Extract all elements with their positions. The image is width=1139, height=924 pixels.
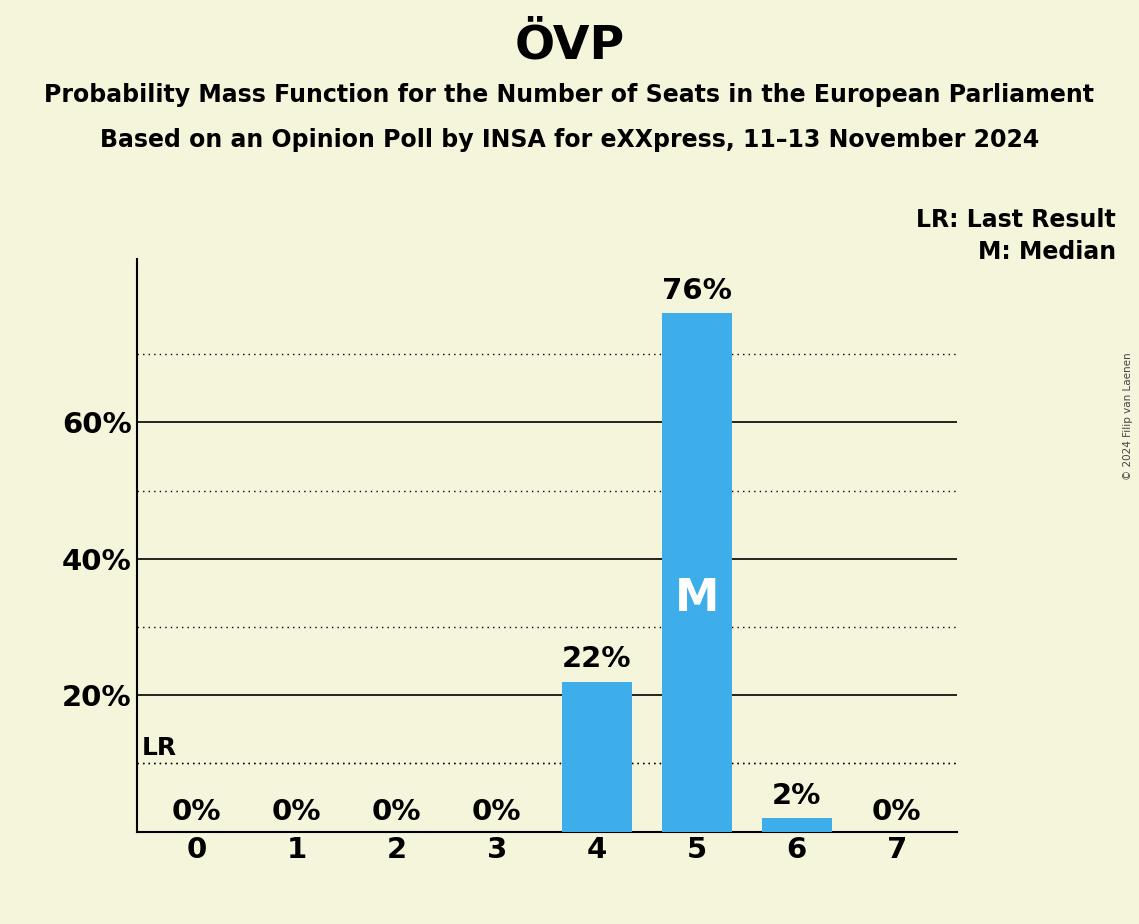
Text: 0%: 0% <box>372 798 421 826</box>
Text: LR: LR <box>141 736 177 760</box>
Text: 2%: 2% <box>772 782 821 809</box>
Text: 0%: 0% <box>272 798 321 826</box>
Text: ÖVP: ÖVP <box>515 23 624 68</box>
Text: 0%: 0% <box>472 798 522 826</box>
Text: 0%: 0% <box>872 798 921 826</box>
Bar <box>562 682 632 832</box>
Text: 0%: 0% <box>172 798 221 826</box>
Text: LR: Last Result: LR: Last Result <box>917 208 1116 232</box>
Bar <box>762 818 831 832</box>
Text: 76%: 76% <box>662 277 731 305</box>
Text: © 2024 Filip van Laenen: © 2024 Filip van Laenen <box>1123 352 1133 480</box>
Text: Probability Mass Function for the Number of Seats in the European Parliament: Probability Mass Function for the Number… <box>44 83 1095 107</box>
Bar <box>662 313 731 832</box>
Text: M: M <box>674 577 719 620</box>
Text: M: Median: M: Median <box>978 240 1116 264</box>
Text: Based on an Opinion Poll by INSA for eXXpress, 11–13 November 2024: Based on an Opinion Poll by INSA for eXX… <box>100 128 1039 152</box>
Text: 22%: 22% <box>562 645 631 674</box>
